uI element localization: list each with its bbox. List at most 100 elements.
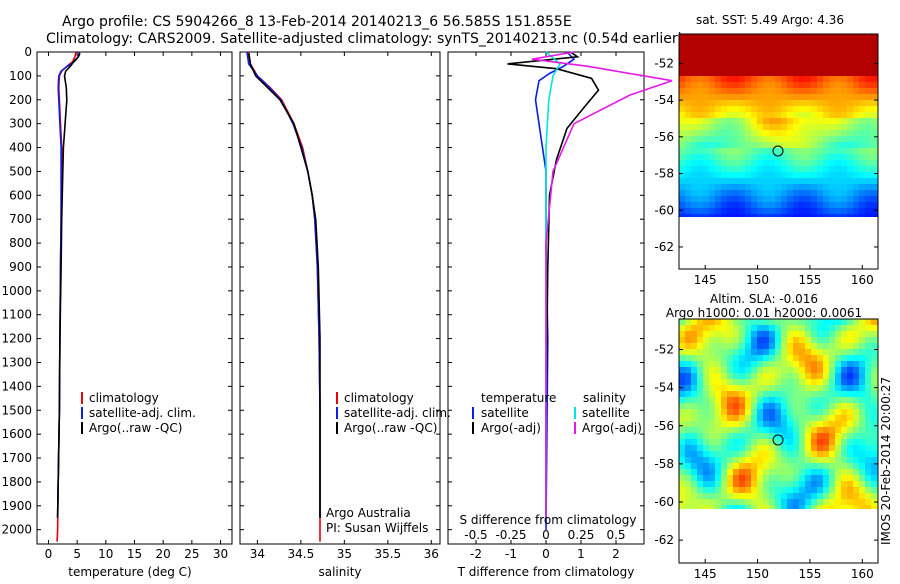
heatmap-cell: [871, 487, 877, 493]
heatmap-cell: [709, 343, 715, 349]
heatmap-cell: [769, 391, 775, 397]
heatmap-cell: [703, 64, 709, 70]
heatmap-cell: [691, 88, 697, 94]
heatmap-cell: [811, 76, 817, 82]
heatmap-cell: [733, 469, 739, 475]
heatmap-cell: [739, 337, 745, 343]
heatmap-cell: [703, 202, 709, 208]
heatmap-cell: [835, 367, 841, 373]
heatmap-cell: [799, 349, 805, 355]
heatmap-cell: [853, 343, 859, 349]
heatmap-cell: [757, 505, 763, 509]
heatmap-cell: [871, 40, 877, 46]
heatmap-cell: [823, 463, 829, 469]
heatmap-cell: [805, 136, 811, 142]
heatmap-cell: [841, 445, 847, 451]
heatmap-cell: [847, 481, 853, 487]
heatmap-cell: [841, 499, 847, 505]
heatmap-cell: [835, 100, 841, 106]
heatmap-cell: [787, 40, 793, 46]
heatmap-cell: [715, 142, 721, 148]
heatmap-cell: [799, 493, 805, 499]
heatmap-cell: [745, 373, 751, 379]
heatmap-cell: [799, 451, 805, 457]
heatmap-cell: [847, 34, 853, 40]
heatmap-cell: [817, 451, 823, 457]
y-tick-label: 1200: [1, 332, 32, 346]
heatmap-cell: [775, 343, 781, 349]
heatmap-cell: [799, 130, 805, 136]
salinity-legend: climatology satellite-adj. clim. Argo(..…: [336, 391, 451, 435]
heatmap-cell: [781, 499, 787, 505]
y-tick-label: 1100: [1, 308, 32, 322]
s-tick-label: 0.25: [568, 528, 595, 542]
heatmap-cell: [697, 112, 703, 118]
heatmap-cell: [739, 493, 745, 499]
heatmap-cell: [733, 136, 739, 142]
heatmap-cell: [733, 46, 739, 52]
heatmap-cell: [835, 34, 841, 40]
heatmap-cell: [727, 505, 733, 509]
heatmap-cell: [733, 58, 739, 64]
heatmap-cell: [829, 421, 835, 427]
sst-heatmap: [679, 34, 878, 217]
heatmap-cell: [793, 409, 799, 415]
heatmap-cell: [745, 64, 751, 70]
heatmap-cell: [685, 70, 691, 76]
heatmap-cell: [709, 445, 715, 451]
heatmap-cell: [745, 166, 751, 172]
y-tick-label: 500: [9, 164, 32, 178]
heatmap-cell: [709, 349, 715, 355]
heatmap-cell: [703, 136, 709, 142]
x-tick-label: 25: [184, 547, 199, 561]
heatmap-cell: [739, 469, 745, 475]
heatmap-cell: [697, 136, 703, 142]
heatmap-cell: [871, 391, 877, 397]
heatmap-cell: [823, 331, 829, 337]
heatmap-cell: [709, 136, 715, 142]
heatmap-cell: [763, 355, 769, 361]
heatmap-cell: [679, 118, 685, 124]
heatmap-cell: [865, 214, 871, 217]
heatmap-cell: [769, 142, 775, 148]
heatmap-cell: [847, 379, 853, 385]
heatmap-cell: [691, 481, 697, 487]
heatmap-cell: [811, 46, 817, 52]
heatmap-cell: [835, 154, 841, 160]
heatmap-cell: [787, 166, 793, 172]
heatmap-cell: [697, 463, 703, 469]
heatmap-cell: [721, 166, 727, 172]
heatmap-cell: [823, 475, 829, 481]
heatmap-cell: [697, 124, 703, 130]
heatmap-cell: [679, 184, 685, 190]
heatmap-cell: [865, 136, 871, 142]
heatmap-cell: [721, 463, 727, 469]
heatmap-cell: [715, 88, 721, 94]
sla-map-title-line1: Altim. SLA: -0.016: [710, 292, 818, 306]
heatmap-cell: [823, 154, 829, 160]
heatmap-cell: [835, 463, 841, 469]
heatmap-cell: [721, 481, 727, 487]
heatmap-cell: [835, 319, 841, 325]
heatmap-cell: [703, 184, 709, 190]
heatmap-cell: [685, 160, 691, 166]
heatmap-cell: [679, 178, 685, 184]
heatmap-cell: [793, 481, 799, 487]
heatmap-cell: [829, 70, 835, 76]
heatmap-cell: [811, 58, 817, 64]
heatmap-cell: [739, 319, 745, 325]
heatmap-cell: [853, 451, 859, 457]
heatmap-cell: [811, 148, 817, 154]
heatmap-cell: [823, 391, 829, 397]
heatmap-cell: [751, 208, 757, 214]
heatmap-cell: [691, 118, 697, 124]
heatmap-cell: [757, 70, 763, 76]
heatmap-cell: [751, 445, 757, 451]
heatmap-cell: [703, 82, 709, 88]
heatmap-cell: [757, 379, 763, 385]
heatmap-cell: [721, 154, 727, 160]
heatmap-cell: [727, 100, 733, 106]
heatmap-cell: [757, 373, 763, 379]
heatmap-cell: [715, 118, 721, 124]
heatmap-cell: [691, 445, 697, 451]
